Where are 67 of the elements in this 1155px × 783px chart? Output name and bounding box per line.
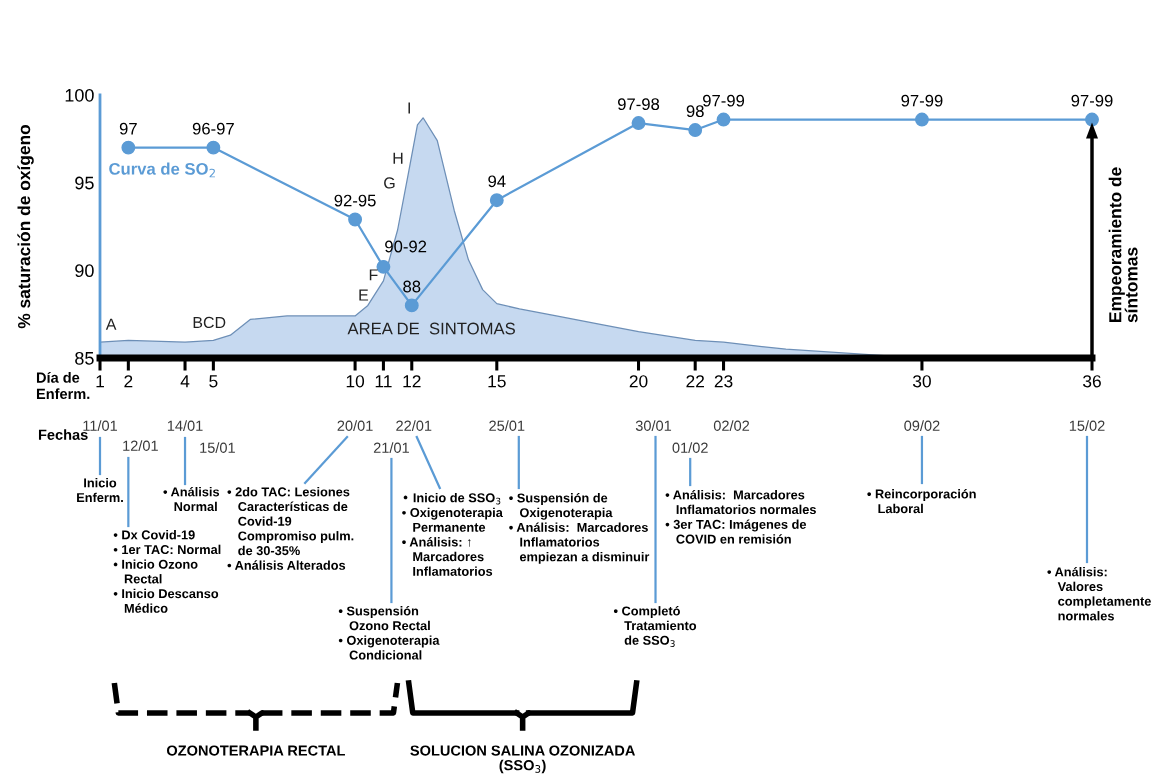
text: OZONOTERAPIA RECTAL — [166, 745, 345, 756]
x-tick-label: 4 — [180, 375, 190, 388]
text: 22/01 — [396, 420, 432, 431]
x-tick-label: 15 — [488, 375, 506, 388]
series-label: AREA DE SINTOMAS — [347, 322, 515, 335]
data-label: 94 — [488, 175, 506, 188]
y-tick-label: 85 — [75, 351, 94, 365]
text: • Inicio de SSO$_{3}$ • Oxigenoterapia Permanente • Análisis: ↑ Marcadores Inflamatorios — [402, 492, 503, 576]
annotation: H — [393, 152, 403, 164]
x-tick-label: 36 — [1083, 375, 1101, 388]
y-tick-label: 95 — [75, 176, 94, 190]
annotation: E — [359, 289, 369, 301]
data-label: 97-98 — [617, 98, 660, 111]
x-tick-label: 2 — [124, 375, 133, 388]
x-tick-label: 10 — [346, 375, 365, 388]
x-axis-title: Día de Enferm. — [36, 371, 90, 400]
data-label: 92-95 — [334, 194, 376, 207]
text: 11/01 — [83, 420, 117, 431]
text: SOLUCION SALINA OZONIZADA (SSO$_{3}$) — [410, 745, 635, 774]
annotation: G — [384, 177, 395, 189]
text: 30/01 — [635, 420, 672, 431]
x-tick-label: 22 — [686, 375, 704, 388]
annotation: I — [408, 102, 410, 114]
text: 01/02 — [672, 442, 708, 453]
text: • Reincorporación Laboral — [867, 489, 976, 514]
data-label: 96-97 — [192, 122, 234, 135]
text: • Suspensión de Oxigenoterapia • Análisis: Marcadores Inflamatorios empiezan a disminuir — [509, 493, 650, 564]
x-tick-label: 5 — [209, 375, 218, 388]
text: 14/01 — [167, 420, 203, 431]
text: 12/01 — [123, 440, 158, 451]
x-tick-label: 23 — [714, 375, 733, 388]
x-tick-label: 1 — [96, 375, 104, 388]
data-label: 97-99 — [1071, 94, 1113, 107]
text: • Completó Tratamiento de SSO$_{3}$ — [613, 606, 697, 647]
ref-line-label: Empeoramiento de síntomas — [1108, 167, 1138, 323]
text: 15/01 — [200, 442, 235, 453]
annotation: BCD — [193, 316, 226, 329]
text: Inicio Enferm. — [77, 478, 123, 503]
annotation: F — [369, 269, 378, 281]
text: • Análisis: Valores completamente normales — [1047, 566, 1151, 621]
x-tick-label: 20 — [629, 375, 648, 388]
text: Fechas — [38, 429, 88, 440]
x-tick-label: 30 — [912, 375, 931, 388]
text: 20/01 — [337, 420, 373, 431]
y-tick-label: 100 — [65, 88, 94, 102]
text: 02/02 — [713, 420, 750, 431]
text: 25/01 — [489, 420, 525, 431]
y-tick-label: 90 — [75, 264, 94, 278]
data-label: 97-99 — [901, 94, 943, 107]
data-label: 90-92 — [385, 240, 427, 253]
data-label: 97-99 — [703, 94, 745, 107]
y-axis-title: % saturación de oxígeno — [17, 124, 34, 329]
annotation: A — [105, 318, 117, 330]
text: 15/02 — [1069, 420, 1105, 431]
text: • Análisis: Marcadores Inflamatorios normales • 3er TAC: Imágenes de COVID en remisión — [665, 489, 816, 544]
text: • Análisis Normal — [163, 486, 220, 512]
text: • 2do TAC: Lesiones Características de Covid-19 Compromiso pulm. de 30-35% • Análisis Alterados — [227, 487, 354, 570]
text: • Dx Covid-19 • 1er TAC: Normal • Inicio Ozono Rectal • Inicio Descanso Médico — [113, 530, 221, 613]
series-label: Curva de SO$_{2}$ — [109, 162, 215, 178]
data-label: 98 — [686, 105, 704, 118]
text: • Suspensión Ozono Rectal • Oxigenoterapia Condicional — [338, 606, 440, 660]
data-label: 97 — [119, 122, 137, 135]
x-tick-label: 11 — [375, 375, 392, 388]
text: 09/02 — [904, 420, 940, 431]
data-label: 88 — [403, 280, 421, 293]
text: 21/01 — [373, 442, 409, 453]
x-tick-label: 12 — [403, 375, 421, 388]
